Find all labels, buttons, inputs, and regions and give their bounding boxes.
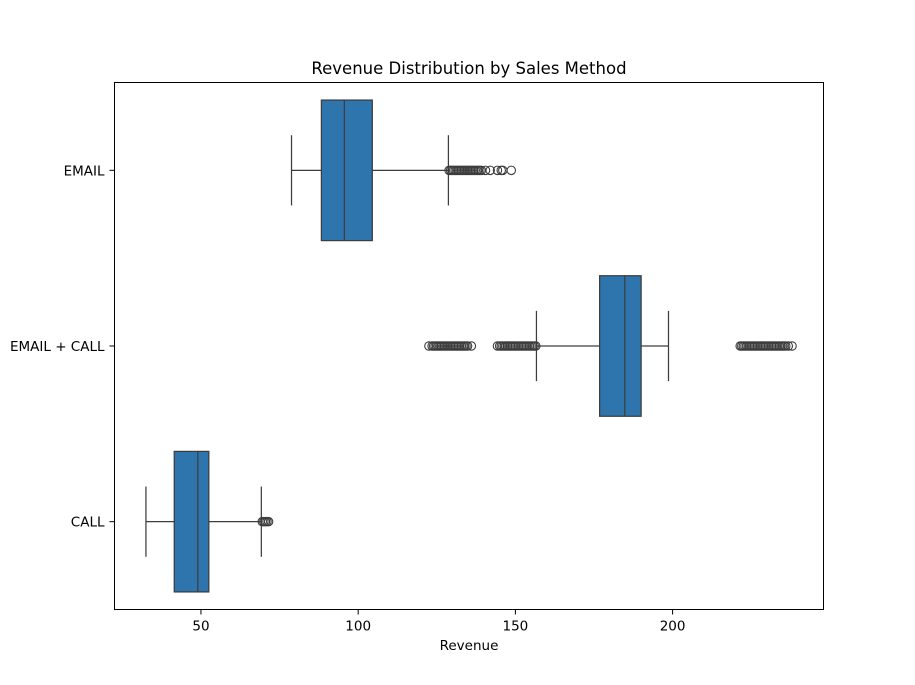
box-group-call — [145, 450, 274, 593]
box-group-email-call — [424, 275, 797, 417]
outlier-point — [424, 341, 434, 351]
plot-area — [145, 99, 797, 593]
y-tick-label: EMAIL — [64, 163, 105, 179]
iqr-box — [173, 450, 210, 593]
outlier-point — [492, 165, 503, 176]
outlier-point — [480, 165, 491, 176]
x-tick-label: 50 — [192, 619, 209, 635]
outlier-point — [462, 341, 473, 351]
iqr-box — [599, 275, 642, 417]
y-tick-label: EMAIL + CALL — [10, 339, 105, 355]
x-axis-label: Revenue — [440, 638, 499, 654]
outlier-point — [781, 341, 791, 351]
y-tick-label: CALL — [71, 515, 105, 531]
outlier-point — [466, 341, 477, 351]
iqr-box — [320, 99, 373, 242]
outlier-point — [492, 341, 503, 351]
outlier-point — [787, 341, 797, 351]
outlier-point — [485, 165, 495, 176]
chart-title: Revenue Distribution by Sales Method — [311, 59, 626, 78]
box-group-email — [290, 99, 517, 242]
outlier-point — [783, 341, 794, 351]
x-tick-label: 150 — [502, 619, 528, 635]
outlier-point — [531, 341, 541, 351]
y-axis: EMAIL EMAIL + CALL CALL — [10, 163, 115, 531]
x-axis: 50 100 150 200 — [192, 609, 686, 635]
outlier-point — [263, 516, 274, 527]
x-tick-label: 200 — [660, 619, 686, 635]
outlier-point — [506, 165, 517, 176]
x-tick-label: 100 — [345, 619, 371, 635]
